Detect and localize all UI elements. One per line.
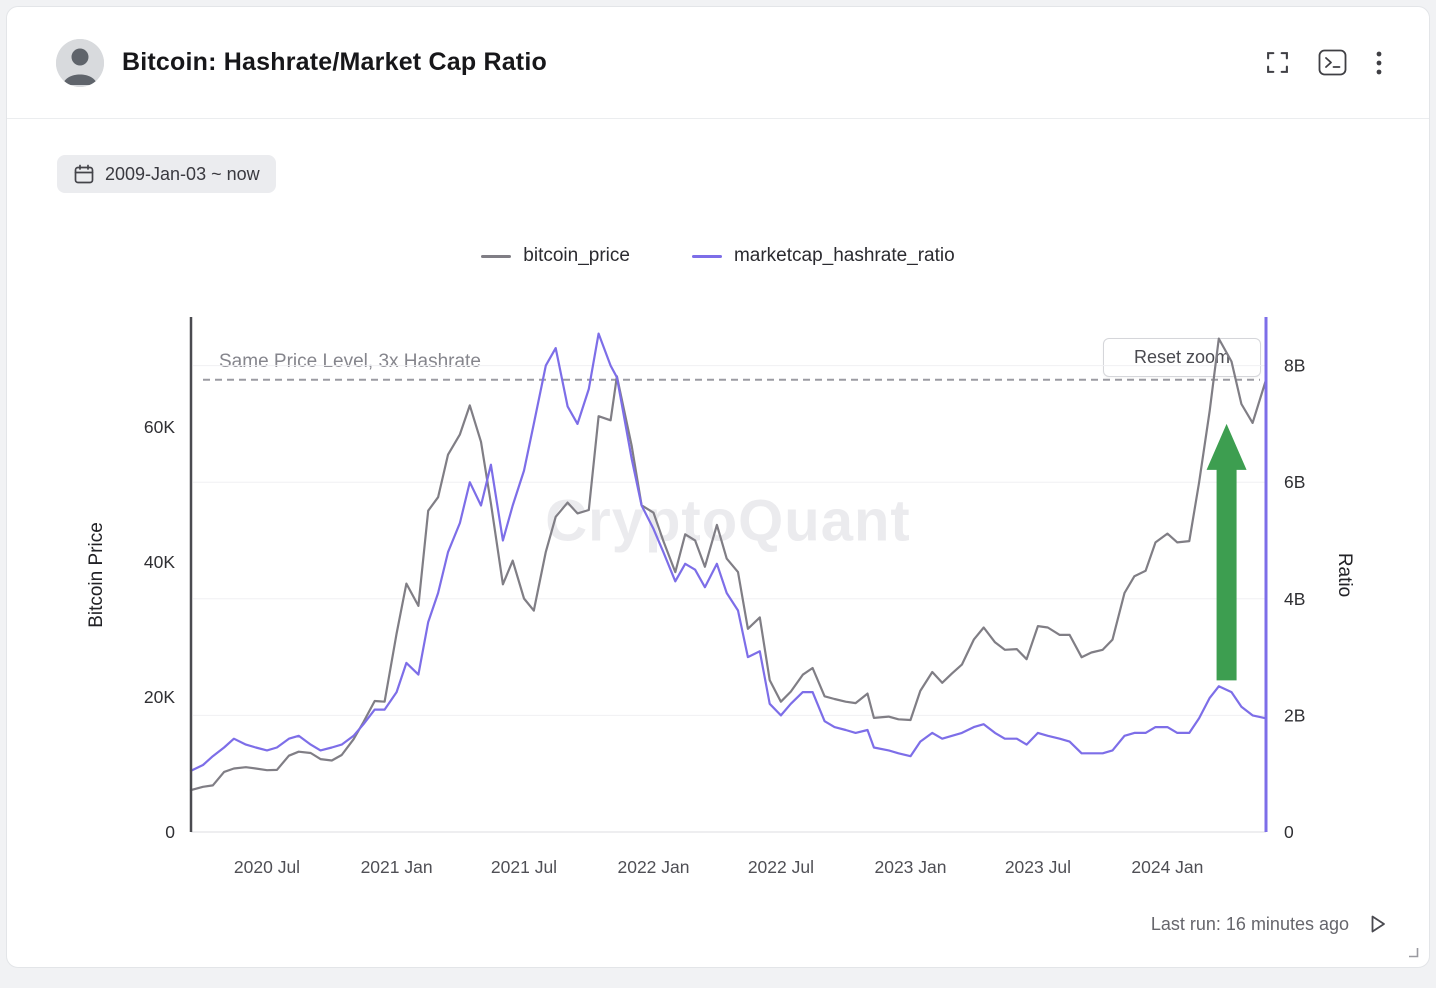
play-icon	[1371, 915, 1385, 933]
x-tick: 2023 Jan	[874, 857, 946, 877]
reset-zoom-button[interactable]: Reset zoom	[1103, 338, 1261, 377]
legend-swatch-ratio	[691, 254, 722, 258]
calendar-icon	[74, 164, 94, 184]
x-tick: 2021 Jul	[491, 857, 557, 877]
y-tick-left: 0	[165, 822, 175, 842]
y-tick-right: 4B	[1284, 589, 1305, 609]
kebab-menu-icon	[1376, 51, 1382, 74]
x-tick: 2023 Jul	[1005, 857, 1071, 877]
avatar[interactable]	[56, 38, 104, 87]
avatar-image	[56, 38, 104, 87]
watermark: CryptoQuant	[545, 488, 911, 554]
card-header: Bitcoin: Hashrate/Market Cap Ratio	[7, 7, 1429, 119]
y-tick-left: 20K	[144, 687, 175, 707]
fullscreen-icon	[1267, 52, 1288, 73]
legend-swatch-bitcoin-price	[481, 254, 512, 258]
legend: bitcoin_price marketcap_hashrate_ratio	[7, 245, 1429, 267]
x-tick: 2022 Jan	[617, 857, 689, 877]
x-tick: 2022 Jul	[748, 857, 814, 877]
kebab-menu-button[interactable]	[1373, 48, 1385, 78]
dashed-line-annotation: Same Price Level, 3x Hashrate	[219, 351, 481, 372]
console-button[interactable]	[1316, 47, 1349, 78]
trend-arrow-up	[1206, 423, 1247, 681]
y-tick-left: 60K	[144, 417, 175, 437]
y-tick-right: 8B	[1284, 356, 1305, 376]
x-tick: 2020 Jul	[234, 857, 300, 877]
legend-label: marketcap_hashrate_ratio	[733, 245, 955, 266]
header-actions	[1263, 47, 1385, 78]
y-axis-label-left: Bitcoin Price	[86, 522, 107, 628]
x-tick: 2021 Jan	[361, 857, 433, 877]
legend-item-bitcoin-price[interactable]: bitcoin_price	[481, 245, 630, 267]
resize-corner-icon	[1409, 948, 1419, 958]
x-tick: 2024 Jan	[1131, 857, 1203, 877]
last-run: Last run: 16 minutes ago	[1151, 912, 1389, 936]
legend-label: bitcoin_price	[523, 245, 630, 266]
resize-handle[interactable]	[1406, 945, 1419, 963]
series-bitcoin_price[interactable]	[189, 337, 1268, 792]
y-axis-label-right: Ratio	[1334, 552, 1355, 598]
page-title: Bitcoin: Hashrate/Market Cap Ratio	[122, 48, 547, 76]
y-tick-right: 2B	[1284, 705, 1305, 725]
y-tick-left: 40K	[144, 552, 175, 572]
date-range-label: 2009-Jan-03 ~ now	[105, 163, 260, 184]
legend-item-marketcap-hashrate-ratio[interactable]: marketcap_hashrate_ratio	[691, 245, 955, 267]
run-query-button[interactable]	[1365, 912, 1389, 936]
y-tick-right: 6B	[1284, 472, 1305, 492]
last-run-label: Last run: 16 minutes ago	[1150, 913, 1349, 934]
chart-card: Bitcoin: Hashrate/Market Cap Ratio	[6, 6, 1430, 968]
y-tick-right: 0	[1284, 822, 1294, 842]
fullscreen-button[interactable]	[1263, 48, 1292, 77]
date-range-picker[interactable]: 2009-Jan-03 ~ now	[57, 155, 276, 193]
console-icon	[1318, 49, 1347, 76]
